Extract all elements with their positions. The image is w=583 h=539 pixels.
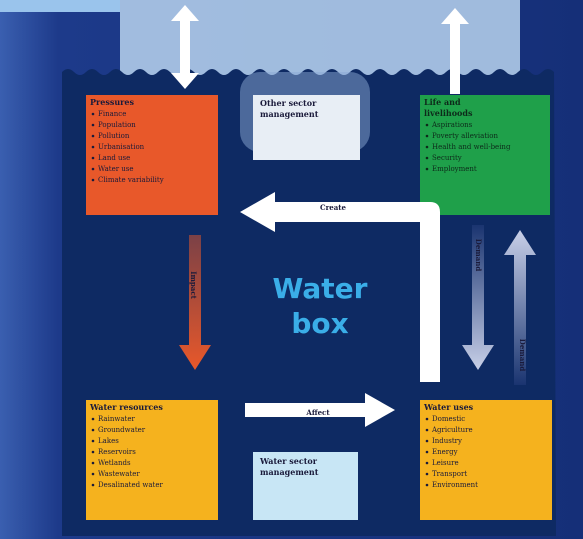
bullet [91,417,95,421]
bullet [425,417,429,421]
box-item: Leisure [432,459,459,467]
box-item: Population [98,121,136,129]
box-item: Rainwater [98,415,135,423]
box-item: Lakes [98,437,119,445]
center-title: box [291,307,348,340]
top-arrow [441,8,469,94]
pressures-box [86,95,218,215]
box-item: Domestic [432,415,465,423]
bullet [91,439,95,443]
uses-box [420,400,552,520]
bullet [91,428,95,432]
box-item: Environment [432,481,478,489]
box-title: Other sector management [260,98,319,119]
box-title: Life and livelihoods [424,97,473,118]
bullet [91,112,95,116]
box-item: Pollution [98,132,130,140]
bullet [91,123,95,127]
bullet [425,461,429,465]
box-item: Desalinated water [98,481,163,489]
box-title: Water sector management [259,456,319,477]
other-sector-box [253,95,360,160]
bullet [425,145,429,149]
bullet [425,428,429,432]
box-title: Pressures [90,97,134,107]
bullet [425,134,429,138]
box-item: Employment [432,165,477,173]
box-item: Water use [98,165,134,173]
box-title: Water resources [89,402,163,412]
box-item: Industry [432,437,462,445]
corner-tab [0,0,120,12]
bullet [425,123,429,127]
box-item: Wetlands [98,459,131,467]
demand-up-arrow [504,230,536,385]
bullet [425,472,429,476]
bullet [425,483,429,487]
box-item: Groundwater [98,426,146,434]
affect-arrow [245,393,395,427]
resources-box [86,400,218,520]
arrow-label: Impact [189,271,198,299]
impact-arrow [179,235,211,370]
box-item: Wastewater [98,470,140,478]
box-item: Land use [98,154,130,162]
top-arrow [171,5,199,89]
bullet [91,450,95,454]
water-sector-box [253,452,358,520]
bullet [91,145,95,149]
arrow-label: Create [320,203,346,212]
livelihoods-box [420,95,550,215]
box-item: Finance [98,110,126,118]
bullet [425,439,429,443]
center-title: Water [273,272,368,305]
arrow-label: Affect [305,408,330,417]
demand-down-arrow [462,225,494,370]
arrow-label: Demand [518,339,527,372]
box-item: Reservoirs [98,448,136,456]
arrow-label: Demand [474,239,483,272]
box-item: Transport [432,470,467,478]
box-item: Climate variability [98,176,164,184]
bullet [91,167,95,171]
box-item: Energy [432,448,458,456]
box-item: Agriculture [431,426,473,434]
bullet [91,472,95,476]
bullet [91,134,95,138]
bullet [91,178,95,182]
box-item: Poverty alleviation [432,132,499,140]
bullet [425,450,429,454]
box-title: Water uses [423,402,474,412]
bullet [91,156,95,160]
box-item: Security [432,154,462,162]
box-item: Aspirations [431,121,473,129]
box-item: Urbanisation [98,143,145,151]
bullet [425,167,429,171]
bullet [91,461,95,465]
create-arrow [240,192,440,382]
bullet [425,156,429,160]
box-item: Health and well-being [432,143,511,151]
bullet [91,483,95,487]
